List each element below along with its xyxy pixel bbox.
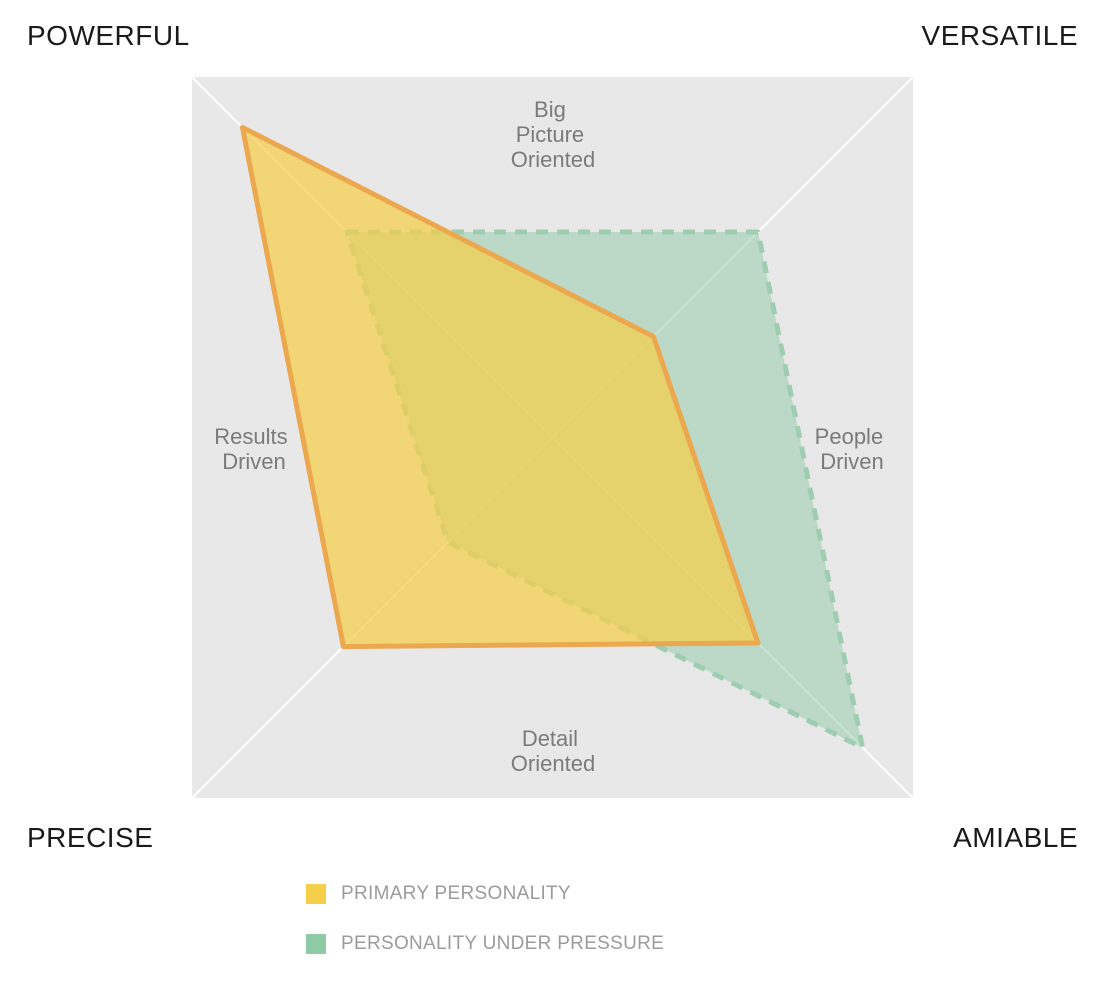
- side-label-line: Oriented: [511, 751, 595, 776]
- legend-item-primary-personality: PRIMARY PERSONALITY: [306, 880, 664, 908]
- side-label-line: Results: [214, 424, 287, 449]
- quadrant-label-powerful: POWERFUL: [27, 20, 190, 51]
- side-label-big-picture-oriented: Big Picture Oriented: [511, 97, 595, 172]
- legend-swatch-pressure: [306, 934, 326, 954]
- side-label-line: Detail: [522, 726, 578, 751]
- side-label-people-driven: People Driven: [815, 424, 890, 474]
- legend-label-pressure: PERSONALITY UNDER PRESSURE: [341, 933, 665, 954]
- side-label-line: Big: [534, 97, 566, 122]
- side-label-line: Driven: [222, 449, 286, 474]
- legend-swatch-primary: [306, 884, 326, 904]
- side-label-results-driven: Results Driven: [214, 424, 293, 474]
- series-area-primary-personality: [239, 124, 761, 650]
- side-label-line: Driven: [820, 449, 884, 474]
- legend: PRIMARY PERSONALITY PERSONALITY UNDER PR…: [306, 880, 664, 980]
- side-label-line: People: [815, 424, 884, 449]
- quadrant-label-versatile: VERSATILE: [922, 20, 1078, 51]
- side-label-line: Picture: [516, 122, 584, 147]
- legend-label-primary: PRIMARY PERSONALITY: [341, 883, 571, 904]
- quadrant-label-precise: PRECISE: [27, 822, 153, 853]
- legend-item-personality-under-pressure: PERSONALITY UNDER PRESSURE: [306, 930, 664, 958]
- side-label-detail-oriented: Detail Oriented: [511, 726, 595, 776]
- series-layer: [239, 124, 866, 751]
- side-label-line: Oriented: [511, 147, 595, 172]
- quadrant-label-amiable: AMIABLE: [953, 822, 1078, 853]
